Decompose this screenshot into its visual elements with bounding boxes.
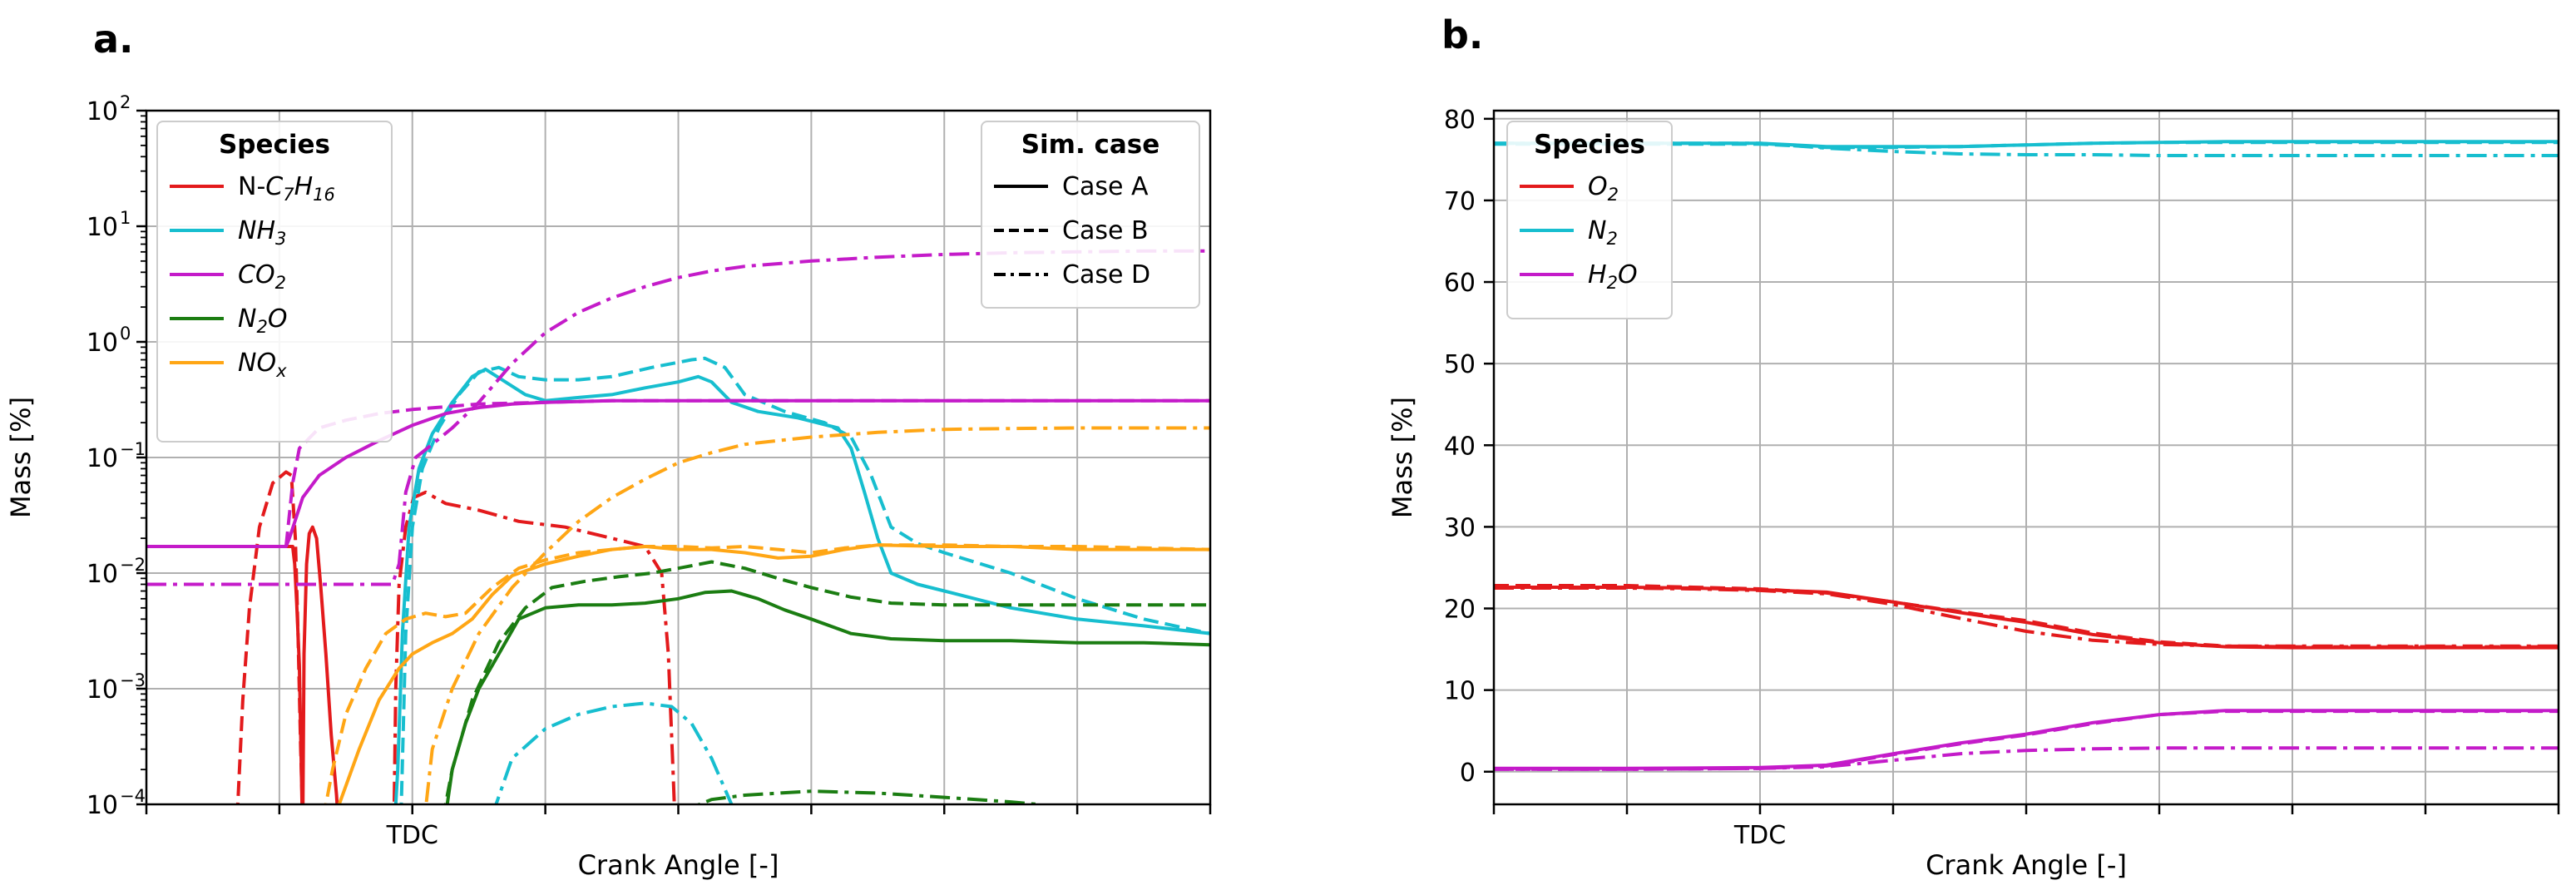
y-tick-label: 40 [1444,432,1476,461]
legend-label: Case A [1062,172,1149,201]
y-tick-label: 80 [1444,106,1476,135]
series-line-n-c7h16-case-b [235,470,304,804]
legend-species: Species O2 N2 H2O [1506,121,1673,319]
y-tick-label: 10 [87,213,118,242]
series-line-n2o-case-d [695,789,1038,804]
legend-species: Species N-C7H16 NH3 CO2 N2O NOx [156,121,393,443]
legend-label: Case B [1062,216,1149,245]
y-tick-label: 50 [1444,350,1476,379]
series-line-n2-case-d [1494,141,2559,157]
y-tick-label: 0 [1460,759,1476,788]
y-tick-label: 10 [87,560,118,589]
legend-label: CO2 [238,260,286,293]
legend-box [981,121,1200,309]
legend-label: NH3 [238,216,286,249]
y-tick-label: 10 [87,329,118,358]
legend-sim-case: Sim. case Case A Case B Case D [981,121,1200,309]
y-tick-exponent: −2 [120,555,146,575]
legend-label: H2O [1588,260,1638,293]
legend-label: NOx [238,349,287,381]
x-tick-label: TDC [386,821,438,850]
series-line-n2o-case-a [445,589,1210,804]
y-tick-label: 30 [1444,513,1476,542]
series-line-nox-case-d [424,426,1210,804]
y-tick-exponent: −1 [120,439,146,459]
y-tick-label: 10 [87,97,118,126]
series-group [1494,140,2559,771]
x-axis-label: Crank Angle [-] [1926,849,2127,881]
y-tick-exponent: −3 [120,670,146,690]
panel-label-a: a. [93,17,134,62]
y-tick-label: 70 [1444,187,1476,216]
series-line-n2o-case-b [443,560,1210,804]
x-axis-label: Crank Angle [-] [578,849,779,881]
y-tick-label: 10 [87,791,118,820]
series-line-o2-case-d [1494,586,2559,648]
y-axis-label: Mass [%] [1387,397,1418,518]
legend-label: N2 [1588,216,1618,249]
series-line-o2-case-b [1494,584,2559,649]
chart-b: TDC 0 10 20 30 40 50 60 70 80 Crank Angle [-] Mass … [1387,106,2560,881]
series-line-nox-case-b [324,543,1210,804]
series-line-h2o-case-d [1494,746,2559,771]
y-tick-label: 20 [1444,596,1476,625]
legend-label: Case D [1062,260,1150,289]
legend-label: N-C7H16 [238,172,335,205]
x-tick-label: TDC [1733,821,1786,850]
y-tick-label: 10 [87,444,118,473]
y-tick-label: 10 [1444,677,1476,706]
series-line-n-c7h16-case-d [392,490,676,804]
panel-label-b: b. [1441,12,1483,57]
y-tick-label: 10 [87,675,118,705]
y-tick-exponent: 1 [120,208,131,228]
legend-label: N2O [238,304,287,337]
y-tick-label: 60 [1444,269,1476,298]
y-tick-exponent: 0 [120,324,131,344]
legend-title: Species [1534,130,1645,160]
series-line-nh3-case-a [393,367,1210,804]
legend-label: O2 [1588,172,1619,205]
y-tick-exponent: −4 [120,786,146,806]
legend-box [1506,121,1673,319]
legend-title: Species [219,130,330,160]
y-axis-label: Mass [%] [5,397,37,518]
y-tick-exponent: 2 [120,92,131,112]
series-line-nh3-case-d [494,701,734,804]
series-line-nh3-case-b [399,356,1210,804]
series-group [146,249,1210,804]
series-line-co2-case-d [146,249,1210,586]
legend-title: Sim. case [1021,130,1160,160]
